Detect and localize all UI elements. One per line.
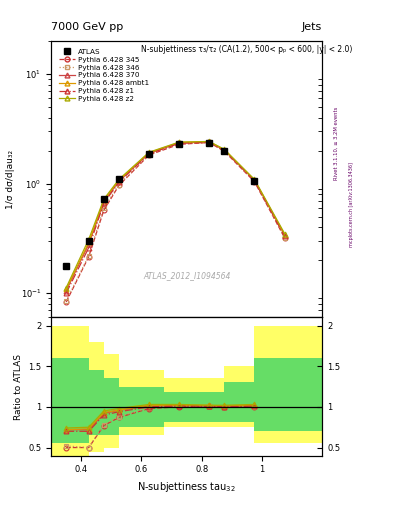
X-axis label: N-subjettiness tau$_{32}$: N-subjettiness tau$_{32}$ [137,480,236,494]
Text: 7000 GeV pp: 7000 GeV pp [51,22,123,32]
Bar [44,358,74,443]
Bar [164,378,224,427]
Bar [74,342,104,452]
Text: Jets: Jets [302,22,322,32]
Y-axis label: 1/σ dσ/d|au₃₂: 1/σ dσ/d|au₃₂ [6,150,15,209]
Bar [74,370,104,435]
Bar [254,326,315,443]
Text: Rivet 3.1.10, ≥ 3.2M events: Rivet 3.1.10, ≥ 3.2M events [334,106,338,180]
Bar [254,358,315,431]
Bar [44,326,74,460]
Bar [224,382,285,421]
Bar [134,378,194,427]
Bar [104,370,164,435]
Bar [134,392,194,421]
Legend: ATLAS, Pythia 6.428 345, Pythia 6.428 346, Pythia 6.428 370, Pythia 6.428 ambt1,: ATLAS, Pythia 6.428 345, Pythia 6.428 34… [57,47,150,103]
Bar [89,354,119,447]
Bar [59,326,89,460]
Bar [164,392,224,421]
Bar [292,326,322,443]
Text: N-subjettiness τ₃/τ₂ (CA(1.2), 500< pₚ < 600, |y| < 2.0): N-subjettiness τ₃/τ₂ (CA(1.2), 500< pₚ <… [141,45,352,54]
Y-axis label: Ratio to ATLAS: Ratio to ATLAS [14,354,23,419]
Bar [59,358,89,443]
Bar [209,392,239,421]
Text: mcplots.cern.ch [arXiv:1306.3436]: mcplots.cern.ch [arXiv:1306.3436] [349,162,354,247]
Bar [104,387,164,427]
Bar [224,366,285,427]
Bar [209,378,239,427]
Bar [89,378,119,435]
Bar [292,358,322,431]
Text: ATLAS_2012_I1094564: ATLAS_2012_I1094564 [143,271,230,281]
